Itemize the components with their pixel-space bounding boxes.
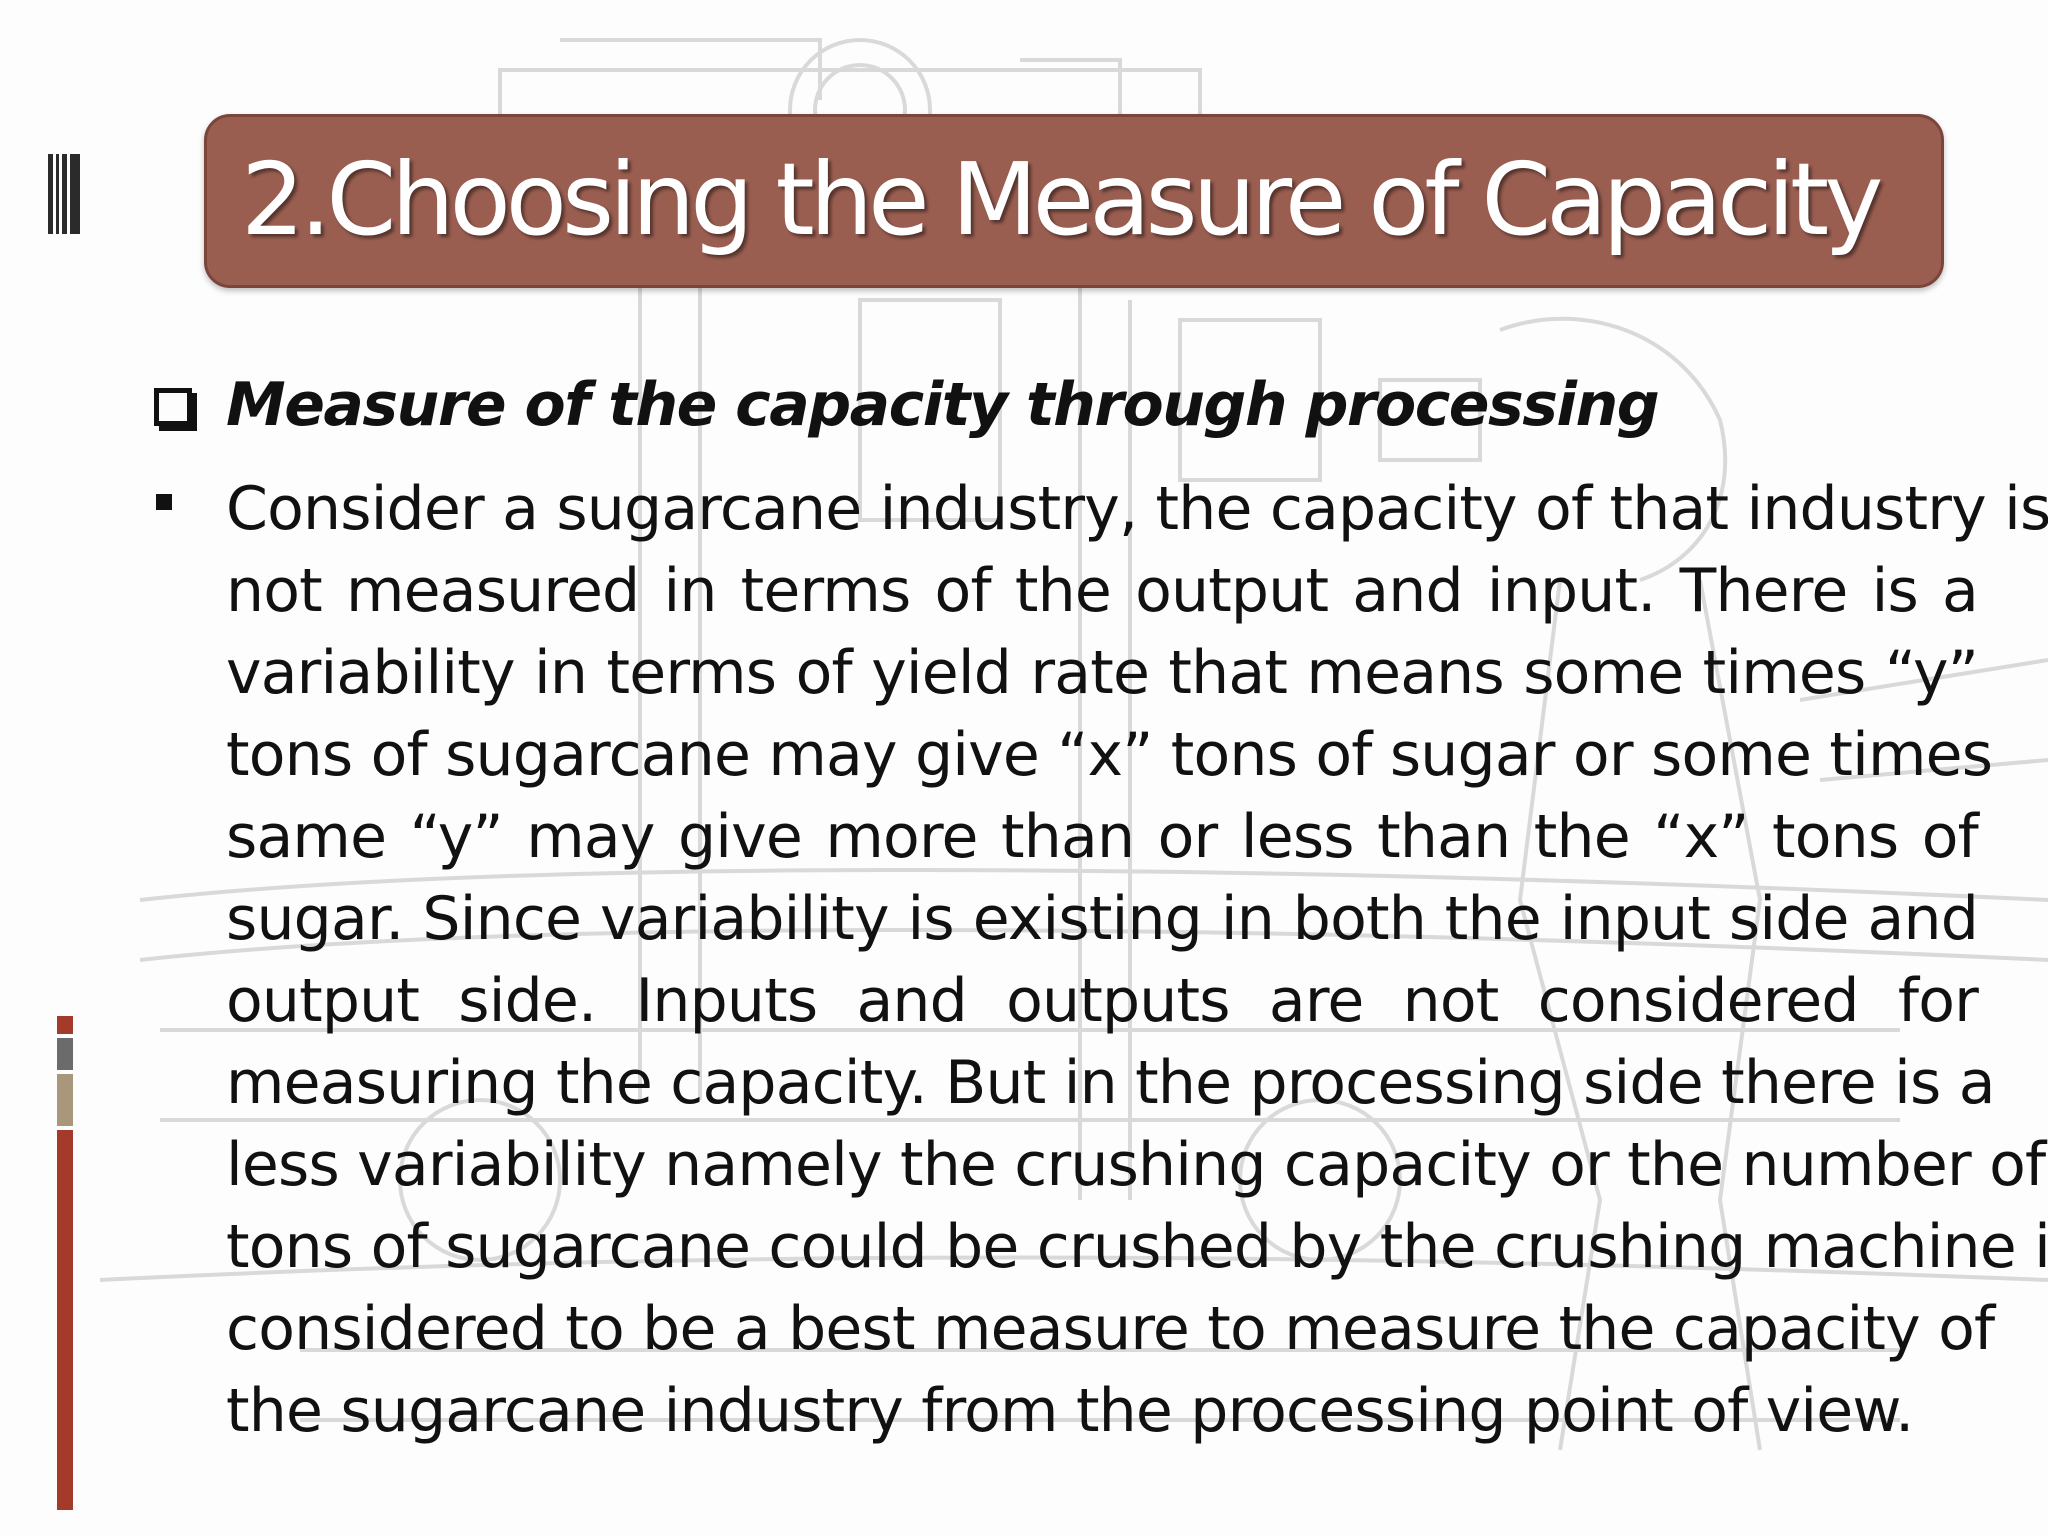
paragraph-line: tons of sugarcane could be crushed by th… xyxy=(226,1212,2048,1282)
checkbox-icon xyxy=(154,388,192,426)
title-bar: 2.Choosing the Measure of Capacity xyxy=(204,114,1944,288)
square-bullet-icon xyxy=(156,494,172,510)
accent-bar-red-top xyxy=(57,1016,73,1034)
accent-bar-red xyxy=(57,1130,73,1510)
paragraph-line: the sugarcane industry from the processi… xyxy=(226,1376,1914,1446)
paragraph-line: variability in terms of yield rate that … xyxy=(226,638,1979,708)
body-paragraph: Consider a sugarcane industry, the capac… xyxy=(226,468,2048,1452)
left-barcode-mark xyxy=(48,154,80,234)
paragraph-line: less variability namely the crushing cap… xyxy=(226,1130,2046,1200)
paragraph-line: not measured in terms of the output and … xyxy=(226,556,1979,626)
accent-bar-gray xyxy=(57,1038,73,1070)
accent-bar-tan xyxy=(57,1074,73,1126)
paragraph-line: output side. Inputs and outputs are not … xyxy=(226,966,1979,1036)
paragraph-line: same “y” may give more than or less than… xyxy=(226,802,1979,872)
section-heading: Measure of the capacity through processi… xyxy=(226,370,1660,440)
paragraph-line: sugar. Since variability is existing in … xyxy=(226,884,1979,954)
paragraph-line: considered to be a best measure to measu… xyxy=(226,1294,1995,1364)
slide-title: 2.Choosing the Measure of Capacity xyxy=(241,141,1883,258)
paragraph-line: tons of sugarcane may give “x” tons of s… xyxy=(226,720,1993,790)
paragraph-line: measuring the capacity. But in the proce… xyxy=(226,1048,1995,1118)
paragraph-line: Consider a sugarcane industry, the capac… xyxy=(226,474,2048,544)
